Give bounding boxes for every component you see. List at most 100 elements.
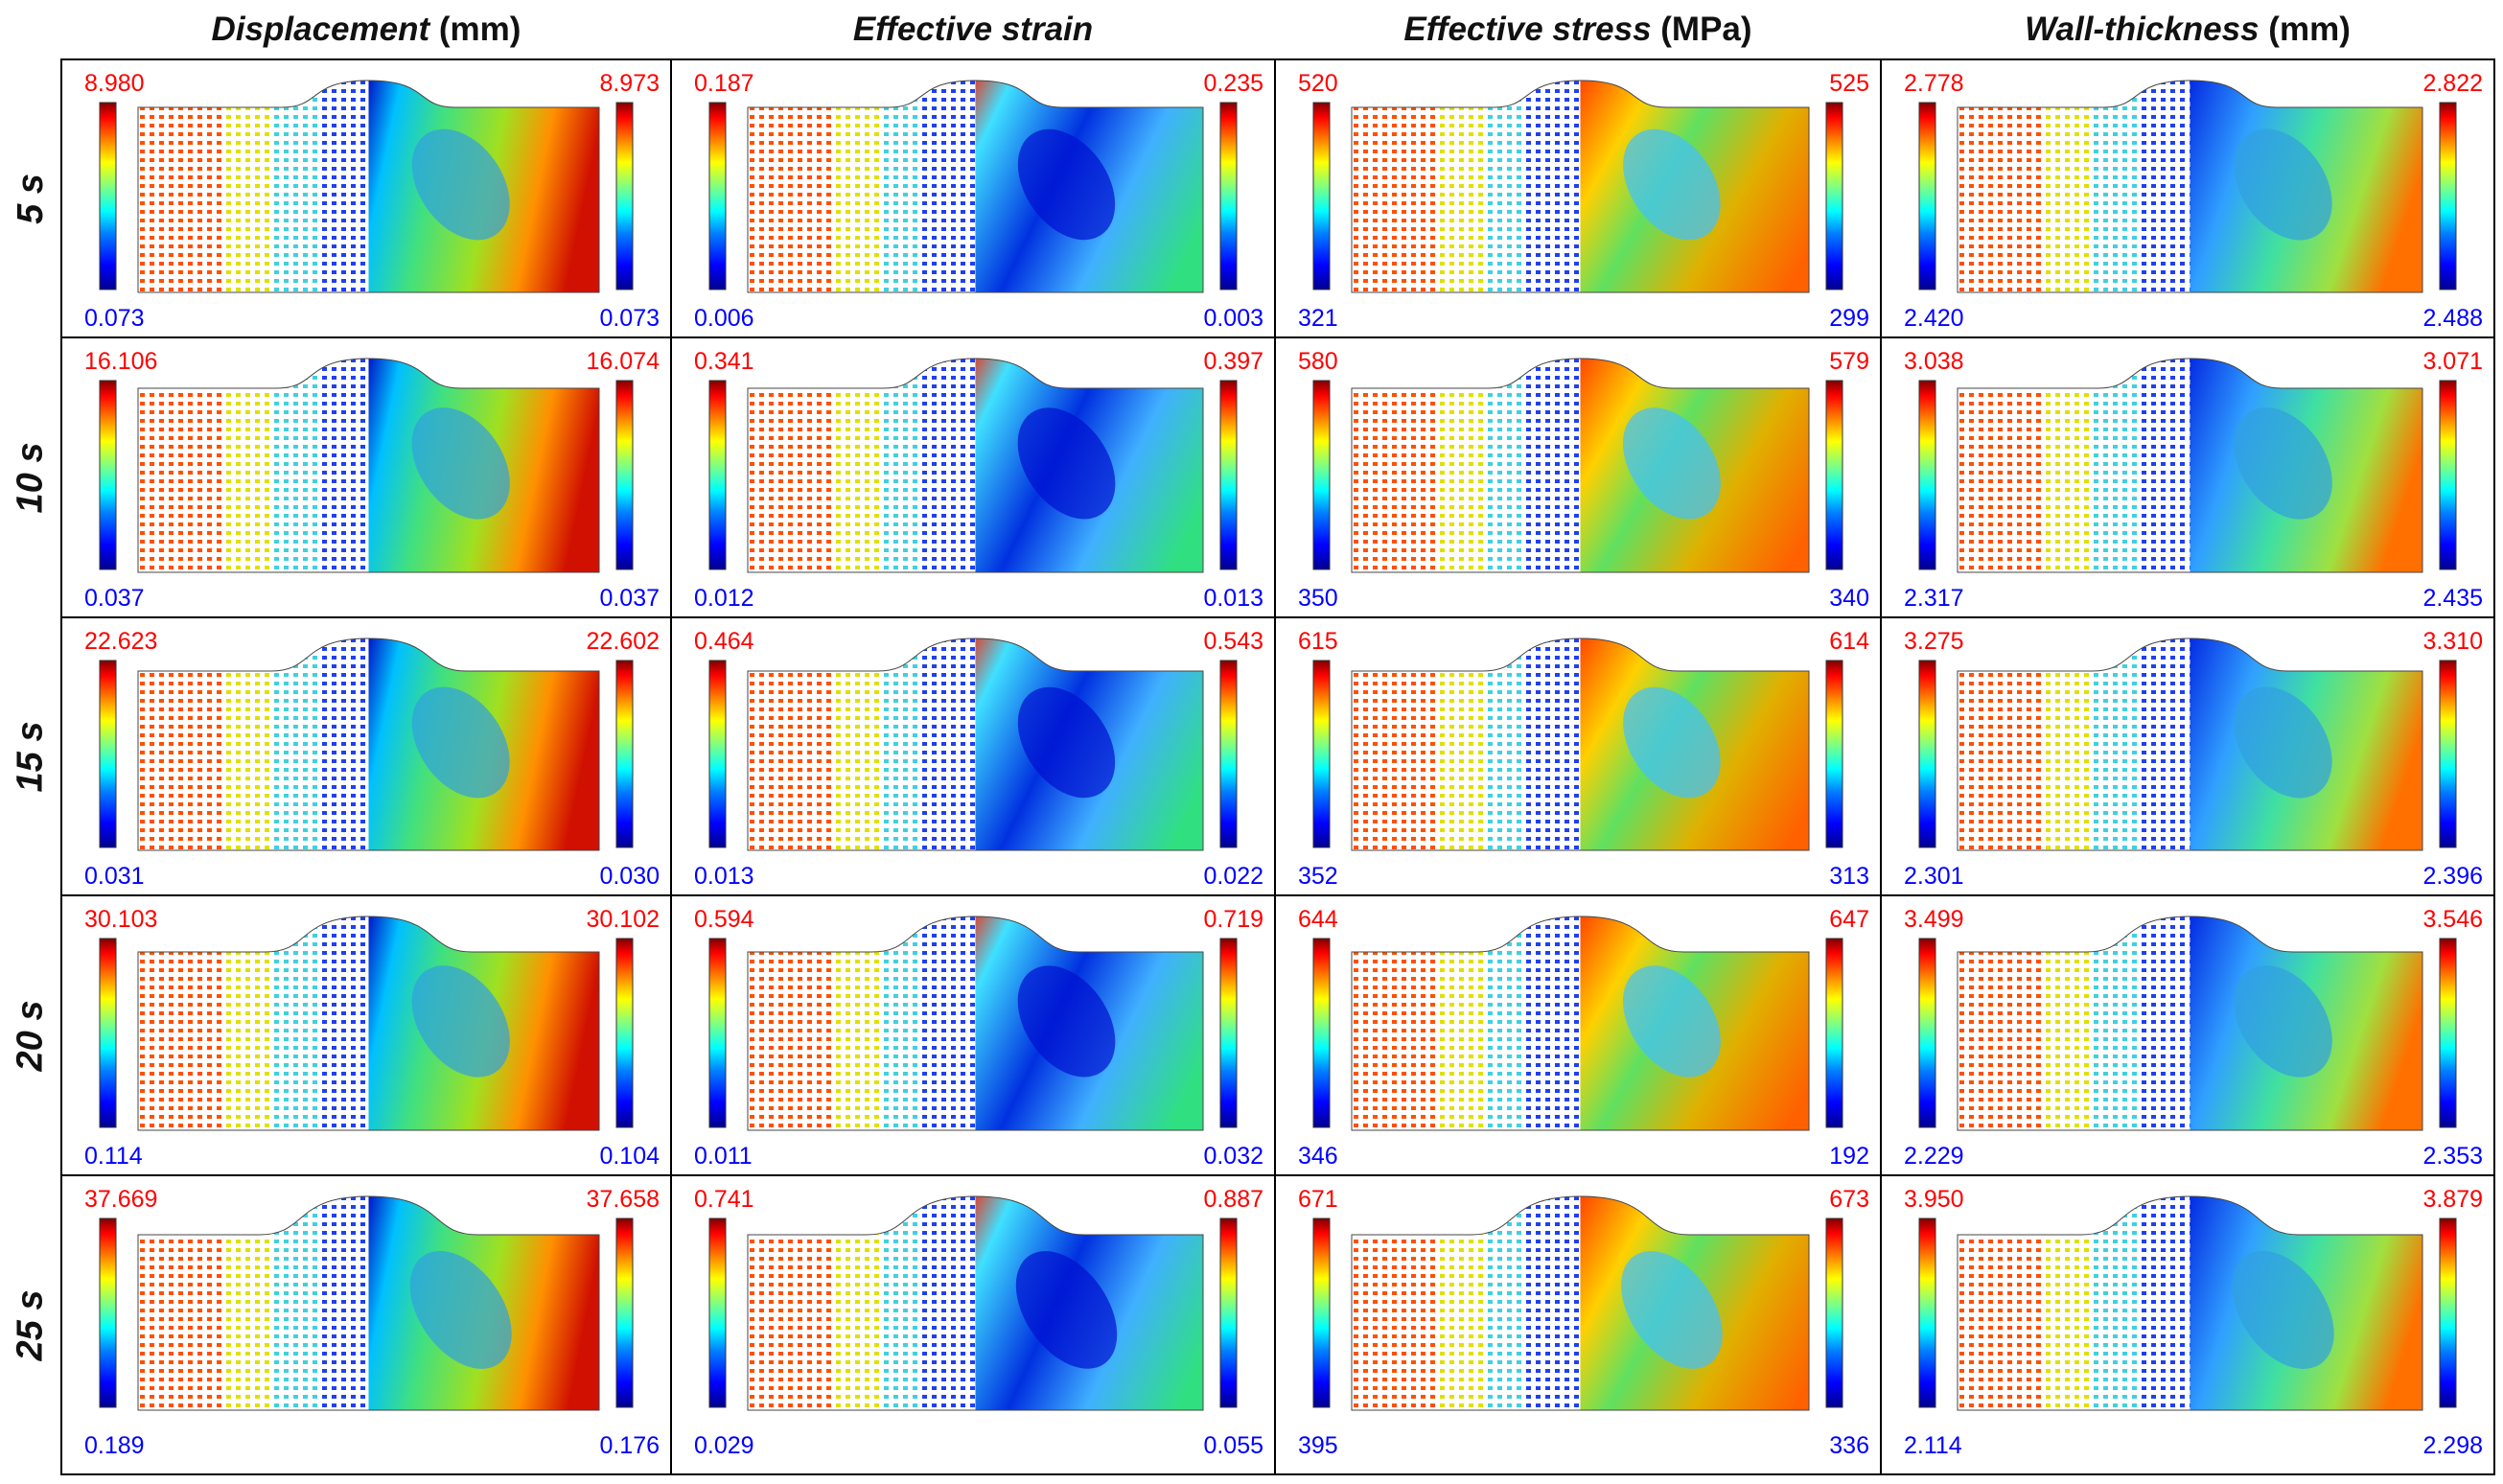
cell-25s-strain-outline <box>747 1195 1204 1411</box>
cell-10s-displacement <box>60 336 672 618</box>
cell-25s-wall-thickness-outline <box>1957 1195 2423 1411</box>
cell-15s-strain-left-min: 0.013 <box>694 863 754 890</box>
cell-25s-wall-thickness <box>1880 1174 2495 1475</box>
cell-25s-displacement-contour-field <box>368 1196 599 1410</box>
cell-5s-strain-right-max: 0.235 <box>1203 70 1263 97</box>
cell-10s-strain-contour-field <box>975 359 1203 572</box>
cell-20s-strain-right-min: 0.032 <box>1203 1143 1263 1170</box>
column-header-effective-stress: Effective stress (MPa) <box>1403 11 1752 48</box>
cell-5s-strain-left-min: 0.006 <box>694 305 754 332</box>
cell-15s-displacement-right-colorbar <box>615 660 634 848</box>
cell-5s-displacement-left-min: 0.073 <box>84 305 145 332</box>
cell-20s-wall-thickness <box>1880 894 2495 1176</box>
cell-20s-strain <box>670 894 1276 1176</box>
cell-25s-displacement <box>60 1174 672 1475</box>
cell-10s-wall-thickness-left-colorbar <box>1918 380 1936 570</box>
cell-25s-stress-right-min: 336 <box>1829 1432 1869 1459</box>
cell-5s-stress-left-colorbar <box>1312 102 1331 290</box>
cell-5s-wall-thickness-left-min: 2.420 <box>1904 305 1964 332</box>
cell-5s-wall-thickness-left-max: 2.778 <box>1904 70 1964 97</box>
cell-5s-stress-left-max: 520 <box>1298 70 1338 97</box>
cell-10s-strain-left-colorbar <box>708 380 727 570</box>
cell-15s-stress-right-min: 313 <box>1829 863 1869 890</box>
cell-15s-wall-thickness-left-max: 3.275 <box>1904 628 1964 655</box>
cell-20s-wall-thickness-outline <box>1957 916 2423 1131</box>
cell-25s-stress-left-min: 395 <box>1298 1432 1338 1459</box>
cell-10s-stress-left-min: 350 <box>1298 585 1338 612</box>
cell-15s-displacement-right-min: 0.030 <box>599 863 660 890</box>
cell-15s-displacement-outline <box>137 638 600 851</box>
cell-5s-strain-left-colorbar <box>708 102 727 290</box>
cell-20s-stress-right-max: 647 <box>1829 906 1869 933</box>
cell-15s-stress-right-max: 614 <box>1829 628 1869 655</box>
cell-15s-stress-left-colorbar <box>1312 660 1331 848</box>
cell-5s-displacement-left-colorbar <box>99 102 117 290</box>
cell-10s-strain-left-max: 0.341 <box>694 348 754 375</box>
cell-5s-displacement-right-max: 8.973 <box>599 70 660 97</box>
column-header-effective-strain: Effective strain <box>852 11 1094 48</box>
cell-5s-displacement-dot-pattern <box>140 81 375 291</box>
cell-25s-stress-right-max: 673 <box>1829 1186 1869 1213</box>
cell-20s-stress <box>1274 894 1882 1176</box>
cell-25s-strain-right-max: 0.887 <box>1203 1186 1263 1213</box>
cell-15s-strain-right-min: 0.022 <box>1203 863 1263 890</box>
cell-20s-wall-thickness-left-colorbar <box>1918 938 1936 1128</box>
cell-10s-wall-thickness-outline <box>1957 358 2423 573</box>
cell-10s-displacement-left-max: 16.106 <box>84 348 157 375</box>
cell-10s-strain-outline <box>747 358 1204 573</box>
cell-5s-strain-outline <box>747 80 1204 293</box>
cell-10s-wall-thickness-right-min: 2.435 <box>2422 585 2483 612</box>
cell-15s-displacement-left-max: 22.623 <box>84 628 157 655</box>
cell-5s-strain-right-colorbar <box>1219 102 1238 290</box>
cell-15s-strain-right-max: 0.543 <box>1203 628 1263 655</box>
cell-10s-wall-thickness-right-colorbar <box>2439 380 2457 570</box>
cell-15s-wall-thickness-contour-field <box>2190 638 2422 850</box>
cell-5s-stress-outline <box>1351 80 1810 293</box>
cell-25s-stress-outline <box>1351 1195 1810 1411</box>
cell-15s-strain-outline <box>747 638 1204 851</box>
cell-20s-wall-thickness-right-colorbar <box>2439 938 2457 1128</box>
cell-10s-wall-thickness-left-max: 3.038 <box>1904 348 1964 375</box>
cell-20s-displacement-right-max: 30.102 <box>587 906 660 933</box>
column-header-wall-thickness: Wall-thickness (mm) <box>2025 11 2351 48</box>
cell-10s-strain-right-colorbar <box>1219 380 1238 570</box>
cell-15s-stress <box>1274 616 1882 896</box>
cell-20s-displacement-left-min: 0.114 <box>84 1143 143 1170</box>
cell-20s-strain-right-colorbar <box>1219 938 1238 1128</box>
cell-20s-stress-left-colorbar <box>1312 938 1331 1128</box>
cell-25s-stress <box>1274 1174 1882 1475</box>
cell-25s-stress-dot-pattern <box>1354 1196 1579 1407</box>
cell-20s-displacement <box>60 894 672 1176</box>
cell-20s-stress-right-colorbar <box>1825 938 1843 1128</box>
cell-5s-displacement <box>60 58 672 338</box>
cell-10s-displacement-right-min: 0.037 <box>599 585 660 612</box>
cell-10s-displacement-right-colorbar <box>615 380 634 570</box>
cell-15s-wall-thickness-right-min: 2.396 <box>2422 863 2483 890</box>
cell-10s-wall-thickness-left-min: 2.317 <box>1904 585 1964 612</box>
cell-20s-displacement-left-colorbar <box>99 938 117 1128</box>
cell-10s-wall-thickness-contour-field <box>2190 359 2422 572</box>
cell-5s-displacement-right-min: 0.073 <box>599 305 660 332</box>
cell-10s-displacement-contour-field <box>368 359 599 572</box>
cell-25s-wall-thickness-left-min: 2.114 <box>1904 1432 1962 1459</box>
cell-15s-wall-thickness-left-colorbar <box>1918 660 1936 848</box>
cell-5s-stress-right-min: 299 <box>1829 305 1869 332</box>
cell-25s-wall-thickness-left-max: 3.950 <box>1904 1186 1964 1213</box>
cell-20s-strain-right-max: 0.719 <box>1203 906 1263 933</box>
cell-10s-strain-right-max: 0.397 <box>1203 348 1263 375</box>
cell-5s-strain-left-max: 0.187 <box>694 70 754 97</box>
cell-20s-displacement-right-colorbar <box>615 938 634 1128</box>
cell-5s-stress-right-colorbar <box>1825 102 1843 290</box>
cell-5s-stress-left-min: 321 <box>1298 305 1338 332</box>
cell-20s-wall-thickness-left-min: 2.229 <box>1904 1143 1964 1170</box>
cell-15s-wall-thickness-outline <box>1957 638 2423 851</box>
cell-15s-stress-contour-field <box>1580 638 1809 850</box>
cell-25s-strain-left-colorbar <box>708 1217 727 1408</box>
cell-5s-strain <box>670 58 1276 338</box>
cell-15s-displacement-left-colorbar <box>99 660 117 848</box>
cell-15s-displacement-left-min: 0.031 <box>84 863 145 890</box>
cell-5s-strain-right-min: 0.003 <box>1203 305 1263 332</box>
cell-10s-wall-thickness <box>1880 336 2495 618</box>
column-header-displacement: Displacement (mm) <box>211 11 521 48</box>
cell-15s-wall-thickness <box>1880 616 2495 896</box>
